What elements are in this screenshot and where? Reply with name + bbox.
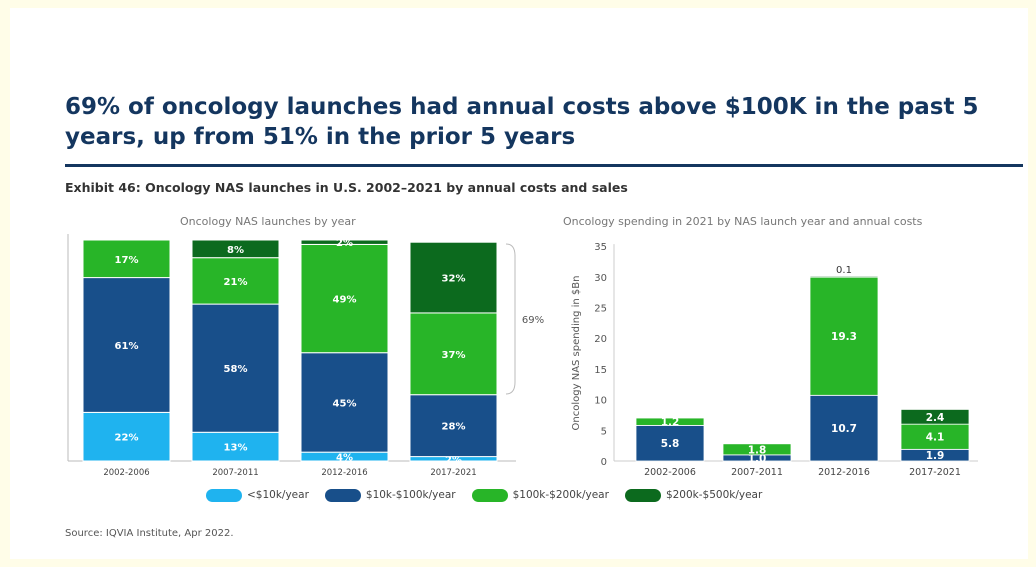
data-label: 49% bbox=[333, 295, 357, 306]
y-tick-label: 5 bbox=[601, 426, 607, 437]
exhibit-title: Exhibit 46: Oncology NAS launches in U.S… bbox=[65, 180, 628, 195]
x-tick-label: 2017-2021 bbox=[909, 467, 961, 478]
slide: 69% of oncology launches had annual cost… bbox=[10, 8, 1028, 559]
right-chart-title: Oncology spending in 2021 by NAS launch … bbox=[563, 215, 923, 228]
bar-segment bbox=[191, 303, 280, 433]
data-label: 22% bbox=[115, 433, 139, 444]
legend-item: $200k-$500k/year bbox=[624, 488, 763, 502]
right-chart: 0 5 10 15 20 25 30 35 Oncology NAS spending in $… bbox=[571, 242, 978, 478]
data-label: 4.1 bbox=[926, 432, 945, 444]
legend-label: $200k-$500k/year bbox=[665, 489, 763, 501]
bar-segment bbox=[722, 443, 792, 456]
data-label: 1.8 bbox=[748, 444, 767, 456]
bar-segment bbox=[809, 275, 879, 278]
data-label: 17% bbox=[115, 255, 139, 266]
bar-segment bbox=[635, 424, 705, 462]
legend-item: <$10k/year bbox=[206, 488, 309, 502]
left-chart: 22% 61% 17% 2002-2006 13% 58% 21% 8% 2007-2011 4%… bbox=[67, 234, 544, 478]
y-tick-label: 10 bbox=[594, 396, 607, 407]
legend-label: <$10k/year bbox=[247, 489, 309, 501]
legend-swatch bbox=[206, 488, 242, 502]
charts-canvas: 22% 61% 17% 2002-2006 13% 58% 21% 8% 2007-2011 4%… bbox=[67, 234, 978, 478]
x-tick-label: 2002-2006 bbox=[103, 468, 149, 478]
data-label: 19.3 bbox=[831, 331, 857, 343]
legend: <$10k/year $10k-$100k/year $100k-$200k/y… bbox=[206, 486, 778, 504]
data-label: 28% bbox=[442, 422, 466, 433]
y-tick-label: 35 bbox=[594, 242, 607, 253]
bar-segment bbox=[300, 239, 389, 245]
bar-segment bbox=[635, 417, 705, 426]
legend-label: $100k-$200k/year bbox=[512, 489, 609, 501]
y-tick-label: 25 bbox=[594, 304, 607, 315]
data-label: 2.4 bbox=[926, 412, 945, 424]
source-note: Source: IQVIA Institute, Apr 2022. bbox=[65, 528, 234, 539]
y-tick-label: 0 bbox=[601, 457, 607, 468]
bracket bbox=[505, 243, 516, 395]
y-tick-label: 15 bbox=[594, 365, 607, 376]
legend-swatch bbox=[324, 488, 361, 502]
x-tick-label: 2012-2016 bbox=[321, 468, 367, 478]
data-label: 2% bbox=[445, 455, 462, 466]
data-label: 61% bbox=[115, 341, 139, 352]
bar-segment bbox=[409, 241, 498, 314]
data-label: 1.0 bbox=[748, 453, 767, 465]
data-label: 13% bbox=[224, 443, 248, 454]
x-tick-label: 2002-2006 bbox=[644, 467, 696, 478]
data-label: 4% bbox=[336, 453, 353, 464]
bar-segment bbox=[191, 239, 280, 259]
x-tick-label: 2012-2016 bbox=[818, 467, 870, 478]
data-label: 37% bbox=[442, 350, 466, 361]
bar-segment bbox=[409, 312, 498, 396]
bar-segment bbox=[300, 243, 389, 354]
headline: 69% of oncology launches had annual cost… bbox=[65, 94, 979, 150]
y-tick-label: 20 bbox=[594, 334, 607, 345]
legend-label: $10k-$100k/year bbox=[365, 489, 456, 501]
data-label: 0.1 bbox=[836, 265, 852, 276]
bar-segment bbox=[82, 239, 171, 279]
bar-segment bbox=[82, 277, 171, 413]
bracket-annotation: 69% bbox=[522, 315, 544, 326]
x-tick-label: 2007-2011 bbox=[212, 468, 258, 478]
bar-segment bbox=[809, 276, 879, 396]
divider bbox=[65, 164, 1023, 167]
x-tick-label: 2017-2021 bbox=[430, 468, 476, 478]
bar-segment bbox=[300, 352, 389, 453]
data-label: 32% bbox=[442, 274, 466, 285]
data-label: 10.7 bbox=[831, 423, 857, 435]
x-tick-label: 2007-2011 bbox=[731, 467, 783, 478]
y-axis-label: Oncology NAS spending in $Bn bbox=[571, 276, 582, 431]
bar-segment bbox=[82, 411, 171, 462]
bar-segment bbox=[809, 394, 879, 462]
legend-item: $100k-$200k/year bbox=[471, 488, 609, 502]
data-label: 1.9 bbox=[926, 450, 945, 462]
data-label: 8% bbox=[227, 245, 244, 256]
data-label: 1.2 bbox=[661, 417, 680, 429]
legend-swatch bbox=[471, 488, 508, 502]
legend-swatch bbox=[624, 488, 661, 502]
bar-segment bbox=[900, 423, 970, 450]
left-chart-title: Oncology NAS launches by year bbox=[180, 215, 356, 228]
data-label: 21% bbox=[224, 277, 248, 288]
data-label: 5.8 bbox=[661, 438, 680, 450]
data-label: 2% bbox=[336, 238, 353, 249]
data-label: 45% bbox=[333, 398, 357, 409]
data-label: 58% bbox=[224, 364, 248, 375]
legend-item: $10k-$100k/year bbox=[324, 488, 456, 502]
bar-segment bbox=[900, 409, 970, 425]
y-tick-label: 30 bbox=[594, 273, 607, 284]
